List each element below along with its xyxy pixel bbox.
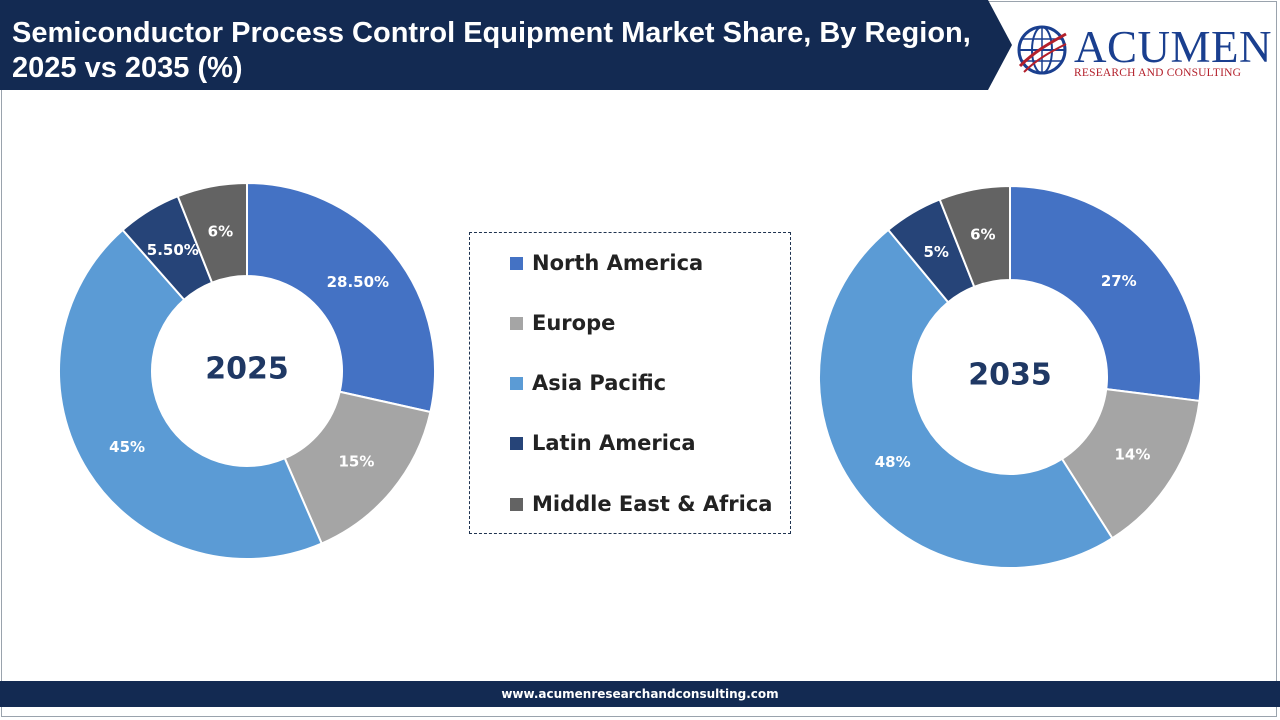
- data-label-2035-europe: 14%: [1114, 446, 1150, 464]
- data-label-2025-middle-east-and-africa: 6%: [208, 223, 233, 241]
- slice-2035-north-america: [1009, 184, 1202, 403]
- legend-swatch: [510, 497, 523, 511]
- data-label-2035-middle-east-and-africa: 6%: [970, 226, 995, 244]
- logo-tagline: RESEARCH AND CONSULTING: [1074, 67, 1242, 79]
- center-label-2035: 2035: [968, 358, 1052, 393]
- slice-2025-north-america: [246, 181, 436, 414]
- legend-item-middle-east-africa: Middle East & Africa: [510, 489, 772, 519]
- center-label-2025: 2025: [205, 352, 289, 387]
- legend-swatch: [510, 256, 523, 270]
- legend-item-asia-pacific: Asia Pacific: [510, 368, 666, 398]
- data-label-2025-asia-pacific: 45%: [109, 438, 145, 456]
- legend-item-europe: Europe: [510, 308, 615, 338]
- legend-label: North America: [532, 251, 704, 275]
- footer-url[interactable]: www.acumenresearchandconsulting.com: [0, 681, 1280, 707]
- chart-title: Semiconductor Process Control Equipment …: [12, 17, 971, 84]
- globe-logo-icon: [1017, 25, 1067, 75]
- legend-label: Latin America: [532, 431, 696, 455]
- legend: North America Europe Asia Pacific Latin …: [469, 232, 791, 534]
- slice-2025-middle-east-and-africa: [176, 181, 248, 284]
- data-label-2025-latin-america: 5.50%: [147, 241, 199, 259]
- title-banner: Semiconductor Process Control Equipment …: [0, 0, 1012, 90]
- legend-label: Europe: [532, 311, 616, 335]
- data-label-2035-asia-pacific: 48%: [875, 453, 911, 471]
- legend-item-latin-america: Latin America: [510, 428, 696, 458]
- data-label-2035-north-america: 27%: [1101, 272, 1137, 290]
- legend-item-north-america: North America: [510, 248, 703, 278]
- legend-swatch: [510, 436, 523, 450]
- slice-2025-asia-pacific: [58, 228, 323, 560]
- slice-2035-asia-pacific: [818, 228, 1114, 569]
- legend-label: Middle East & Africa: [532, 492, 773, 516]
- legend-swatch: [510, 316, 523, 330]
- slice-2035-middle-east-and-africa: [938, 184, 1011, 289]
- legend-swatch: [510, 376, 523, 390]
- acumen-logo: ACUMEN RESEARCH AND CONSULTING: [1016, 22, 1272, 82]
- data-label-2025-north-america: 28.50%: [327, 273, 389, 291]
- data-label-2035-latin-america: 5%: [923, 243, 948, 261]
- legend-label: Asia Pacific: [532, 371, 667, 395]
- logo-name: ACUMEN: [1074, 22, 1273, 72]
- data-label-2025-europe: 15%: [338, 453, 374, 471]
